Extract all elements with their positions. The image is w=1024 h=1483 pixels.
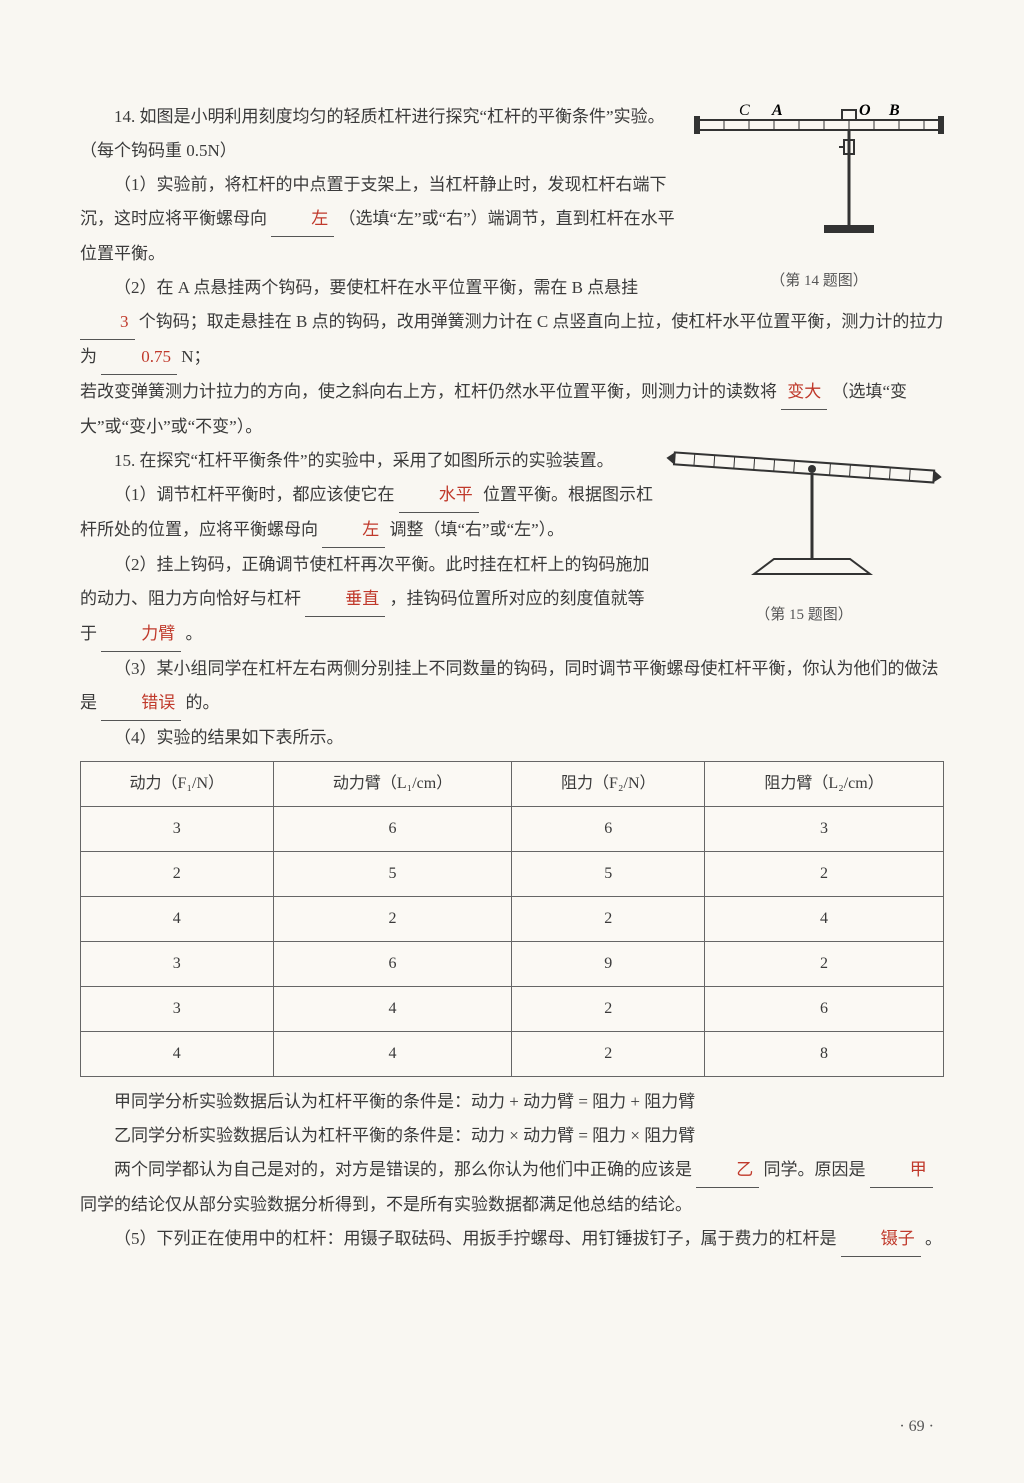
cell: 2 [705, 942, 944, 987]
page-number: · 69 · [899, 1411, 934, 1443]
cell: 3 [705, 807, 944, 852]
question-15: （第 15 题图） 15. 在探究“杠杆平衡条件”的实验中，采用了如图所示的实验… [80, 444, 944, 652]
figure-15: （第 15 题图） [664, 444, 944, 630]
q14-p2-d: 若改变弹簧测力计拉力的方向，使之斜向右上方，杠杆仍然水平位置平衡，则测力计的读数… [80, 382, 777, 401]
figure-14-caption: （第 14 题图） [694, 266, 944, 296]
table-row: 3 4 2 6 [81, 987, 944, 1032]
cell: 6 [512, 807, 705, 852]
q15-p2-ans2: 力臂 [101, 617, 181, 652]
q15-p5: （5）下列正在使用中的杠杆：用镊子取砝码、用扳手拧螺母、用钉锤拔钉子，属于费力的… [80, 1222, 944, 1257]
table-row: 3 6 9 2 [81, 942, 944, 987]
cell: 4 [81, 897, 274, 942]
q15-p1-ans2: 左 [322, 513, 385, 548]
figure-14: C A O B （第 14 题图） [694, 100, 944, 296]
page: C A O B （第 14 题图） 14. 如图是小明利用刻度均匀的轻质杠杆进行… [0, 0, 1024, 1483]
cell: 3 [81, 987, 274, 1032]
table-row: 4 2 2 4 [81, 897, 944, 942]
cell: 2 [512, 897, 705, 942]
table-row: 2 5 5 2 [81, 852, 944, 897]
cell: 6 [273, 942, 512, 987]
table-row: 4 4 2 8 [81, 1032, 944, 1077]
col-l2: 阻力臂（L₂/cm） [705, 762, 944, 807]
q15-p1-a: （1）调节杠杆平衡时，都应该使它在 [114, 485, 395, 504]
q14-p2-c: N； [181, 347, 210, 366]
cell: 2 [512, 987, 705, 1032]
q15-p1-c: 调整（填“右”或“左”）。 [390, 520, 565, 539]
q15-concl-ans1: 乙 [696, 1153, 759, 1188]
cell: 6 [273, 807, 512, 852]
col-f2: 阻力（F₂/N） [512, 762, 705, 807]
cell: 5 [273, 852, 512, 897]
label-C: C [739, 102, 750, 119]
label-A: A [771, 102, 783, 119]
cell: 4 [705, 897, 944, 942]
q15-p5-a: （5）下列正在使用中的杠杆：用镊子取砝码、用扳手拧螺母、用钉锤拔钉子，属于费力的… [114, 1229, 837, 1248]
q14-p2-ans2: 0.75 [101, 340, 177, 375]
q15-p3-ans: 错误 [101, 686, 181, 721]
q15-analysis-b: 乙同学分析实验数据后认为杠杆平衡的条件是：动力 × 动力臂 = 阻力 × 阻力臂 [80, 1119, 944, 1153]
q15-p3: （3）某小组同学在杠杆左右两侧分别挂上不同数量的钩码，同时调节平衡螺母使杠杆平衡… [80, 652, 944, 721]
cell: 4 [81, 1032, 274, 1077]
q15-p3-b: 的。 [186, 693, 220, 712]
col-l1: 动力臂（L₁/cm） [273, 762, 512, 807]
lever-diagram-14: C A O B [694, 100, 944, 250]
q14-p2-bottom: 若改变弹簧测力计拉力的方向，使之斜向右上方，杠杆仍然水平位置平衡，则测力计的读数… [80, 375, 944, 444]
lever-diagram-15 [664, 444, 944, 584]
cell: 5 [512, 852, 705, 897]
col-f1: 动力（F₁/N） [81, 762, 274, 807]
cell: 2 [512, 1032, 705, 1077]
cell: 4 [273, 987, 512, 1032]
q15-analysis-a: 甲同学分析实验数据后认为杠杆平衡的条件是：动力 + 动力臂 = 阻力 + 阻力臂 [80, 1085, 944, 1119]
q14-p2-ans3: 变大 [781, 375, 827, 410]
q15-concl-a: 两个同学都认为自己是对的，对方是错误的，那么你认为他们中正确的应该是 [114, 1160, 692, 1179]
q15-p5-ans: 镊子 [841, 1222, 921, 1257]
q15-p5-b: 。 [925, 1229, 942, 1248]
q15-concl-ans2: 甲 [870, 1153, 933, 1188]
q15-p4: （4）实验的结果如下表所示。 [80, 721, 944, 755]
cell: 8 [705, 1032, 944, 1077]
label-B: B [888, 102, 900, 119]
cell: 4 [273, 1032, 512, 1077]
figure-15-caption: （第 15 题图） [664, 600, 944, 630]
cell: 2 [81, 852, 274, 897]
cell: 3 [81, 807, 274, 852]
q15-conclusion: 两个同学都认为自己是对的，对方是错误的，那么你认为他们中正确的应该是 乙 同学。… [80, 1153, 944, 1222]
cell: 6 [705, 987, 944, 1032]
cell: 2 [705, 852, 944, 897]
cell: 2 [273, 897, 512, 942]
table-row: 3 6 6 3 [81, 807, 944, 852]
results-table: 动力（F₁/N） 动力臂（L₁/cm） 阻力（F₂/N） 阻力臂（L₂/cm） … [80, 761, 944, 1077]
q15-concl-c: 同学的结论仅从部分实验数据分析得到，不是所有实验数据都满足他总结的结论。 [80, 1195, 692, 1214]
q14-p2-a: （2）在 A 点悬挂两个钩码，要使杠杆在水平位置平衡，需在 B 点悬挂 [114, 278, 638, 297]
q15-p2-ans1: 垂直 [305, 582, 385, 617]
question-14: C A O B （第 14 题图） 14. 如图是小明利用刻度均匀的轻质杠杆进行… [80, 100, 944, 375]
q15-p2-c: 。 [186, 624, 203, 643]
q15-concl-b: 同学。原因是 [764, 1160, 866, 1179]
q14-p1-ans: 左 [271, 202, 334, 237]
cell: 9 [512, 942, 705, 987]
label-O: O [859, 102, 871, 119]
q15-p1-ans1: 水平 [399, 478, 479, 513]
q14-p2-ans1: 3 [80, 305, 135, 340]
cell: 3 [81, 942, 274, 987]
table-header-row: 动力（F₁/N） 动力臂（L₁/cm） 阻力（F₂/N） 阻力臂（L₂/cm） [81, 762, 944, 807]
